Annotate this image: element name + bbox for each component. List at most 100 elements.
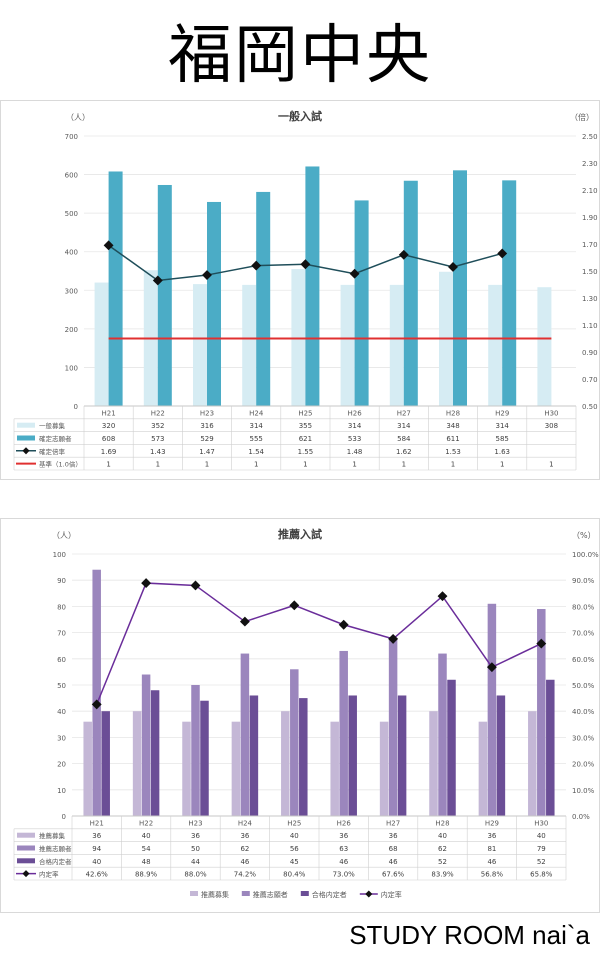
data-label: 1	[451, 461, 455, 469]
y2-tick-label: 0.90	[582, 349, 598, 357]
series-line	[96, 582, 542, 705]
y2-tick-label: 20.0%	[572, 761, 595, 769]
data-label: 50	[191, 845, 200, 853]
line-marker	[152, 275, 163, 286]
data-label: 1	[156, 461, 160, 469]
bar	[354, 200, 369, 406]
line-marker	[349, 268, 360, 279]
data-label: 52	[438, 858, 447, 866]
y-tick-label: 600	[65, 172, 78, 180]
data-label: 608	[102, 435, 115, 443]
legend-key	[17, 422, 35, 428]
data-label: 1.69	[101, 448, 117, 456]
y2-tick-label: 1.50	[582, 268, 598, 276]
recommendation-exam-chart: 推薦入試 （人） （%） 0 10 20 30 40 50 60 70 80 90 100 0.0% 10.0…	[0, 518, 600, 913]
data-label: 1.47	[199, 448, 215, 456]
left-axis-unit: （人）	[52, 531, 76, 540]
bar	[348, 695, 357, 816]
legend-item: 内定率	[359, 890, 402, 899]
legend-swatch	[241, 891, 250, 896]
bar	[108, 171, 123, 406]
bar	[488, 284, 503, 406]
chart-title: 推薦入試	[278, 527, 322, 541]
data-label: 585	[496, 435, 509, 443]
right-axis-unit: （%）	[572, 531, 596, 540]
data-label: 1.63	[494, 448, 510, 456]
line-marker	[338, 619, 349, 630]
y-tick-label: 700	[65, 133, 78, 141]
x-tick-label: H25	[287, 819, 301, 827]
data-label: 56	[290, 845, 299, 853]
y2-tick-label: 40.0%	[572, 708, 595, 716]
y2-tick-label: 2.50	[582, 133, 598, 141]
bar	[537, 609, 546, 816]
legend-swatch	[300, 891, 309, 896]
data-label: 67.6%	[382, 871, 405, 879]
legend-swatch	[365, 890, 373, 898]
bar	[528, 711, 537, 816]
bar	[182, 721, 191, 816]
y2-tick-label: 70.0%	[572, 630, 595, 638]
data-label: 1	[303, 461, 307, 469]
y-tick-label: 80	[57, 603, 66, 611]
bar	[496, 695, 506, 816]
bar	[242, 284, 257, 406]
bar	[305, 166, 320, 406]
line-marker	[251, 260, 262, 271]
bar	[83, 721, 92, 816]
data-label: 1	[500, 461, 504, 469]
data-label: 1.54	[248, 448, 264, 456]
y-tick-label: 0	[74, 403, 78, 411]
x-tick-label: H26	[337, 819, 352, 827]
line-marker	[448, 262, 458, 272]
bar	[191, 685, 200, 816]
y-tick-label: 300	[65, 287, 78, 295]
bar	[453, 170, 467, 406]
bar	[299, 698, 308, 816]
data-label: 79	[537, 845, 546, 853]
data-label: 81	[487, 845, 496, 853]
table-row-label: 一般募集	[39, 421, 66, 430]
y2-tick-label: 2.10	[582, 187, 598, 195]
data-label: 94	[92, 845, 101, 853]
x-tick-label: H26	[348, 409, 363, 417]
data-label: 573	[151, 435, 164, 443]
line-marker	[497, 248, 508, 259]
data-label: 36	[191, 832, 200, 840]
bar	[150, 690, 160, 816]
y2-tick-label: 0.0%	[572, 813, 590, 821]
data-label: 529	[200, 435, 213, 443]
table-row-label: 確定志願者	[39, 434, 72, 443]
y-tick-label: 200	[65, 326, 78, 334]
y-tick-label: 500	[65, 210, 78, 218]
data-label: 74.2%	[234, 871, 257, 879]
bar	[388, 637, 398, 816]
data-label: 65.8%	[530, 871, 553, 879]
y-tick-label: 400	[65, 249, 78, 257]
data-label: 56.8%	[481, 871, 504, 879]
table-row-label: 推薦募集	[39, 831, 66, 840]
bar	[447, 679, 456, 816]
y-tick-label: 10	[57, 787, 66, 795]
y2-tick-label: 50.0%	[572, 682, 595, 690]
bar	[546, 679, 555, 816]
footer-brand: STUDY ROOM nai`a	[349, 920, 590, 950]
data-label: 44	[191, 858, 200, 866]
bar	[438, 653, 447, 816]
data-label: 1.48	[347, 448, 363, 456]
bar	[290, 669, 299, 816]
x-tick-label: H23	[200, 409, 214, 417]
data-label: 42.6%	[86, 871, 109, 879]
x-tick-label: H29	[495, 409, 509, 417]
table-row-label: 合格内定者	[39, 857, 72, 866]
data-label: 308	[545, 422, 558, 430]
data-label: 73.0%	[333, 871, 356, 879]
data-label: 36	[339, 832, 348, 840]
legend-item: 推薦志願者	[241, 890, 288, 899]
table-row-label: 内定率	[39, 870, 59, 879]
x-tick-label: H29	[485, 819, 499, 827]
legend-key	[22, 447, 30, 455]
bar	[397, 695, 407, 816]
bar	[240, 653, 250, 816]
line-marker	[398, 249, 409, 260]
